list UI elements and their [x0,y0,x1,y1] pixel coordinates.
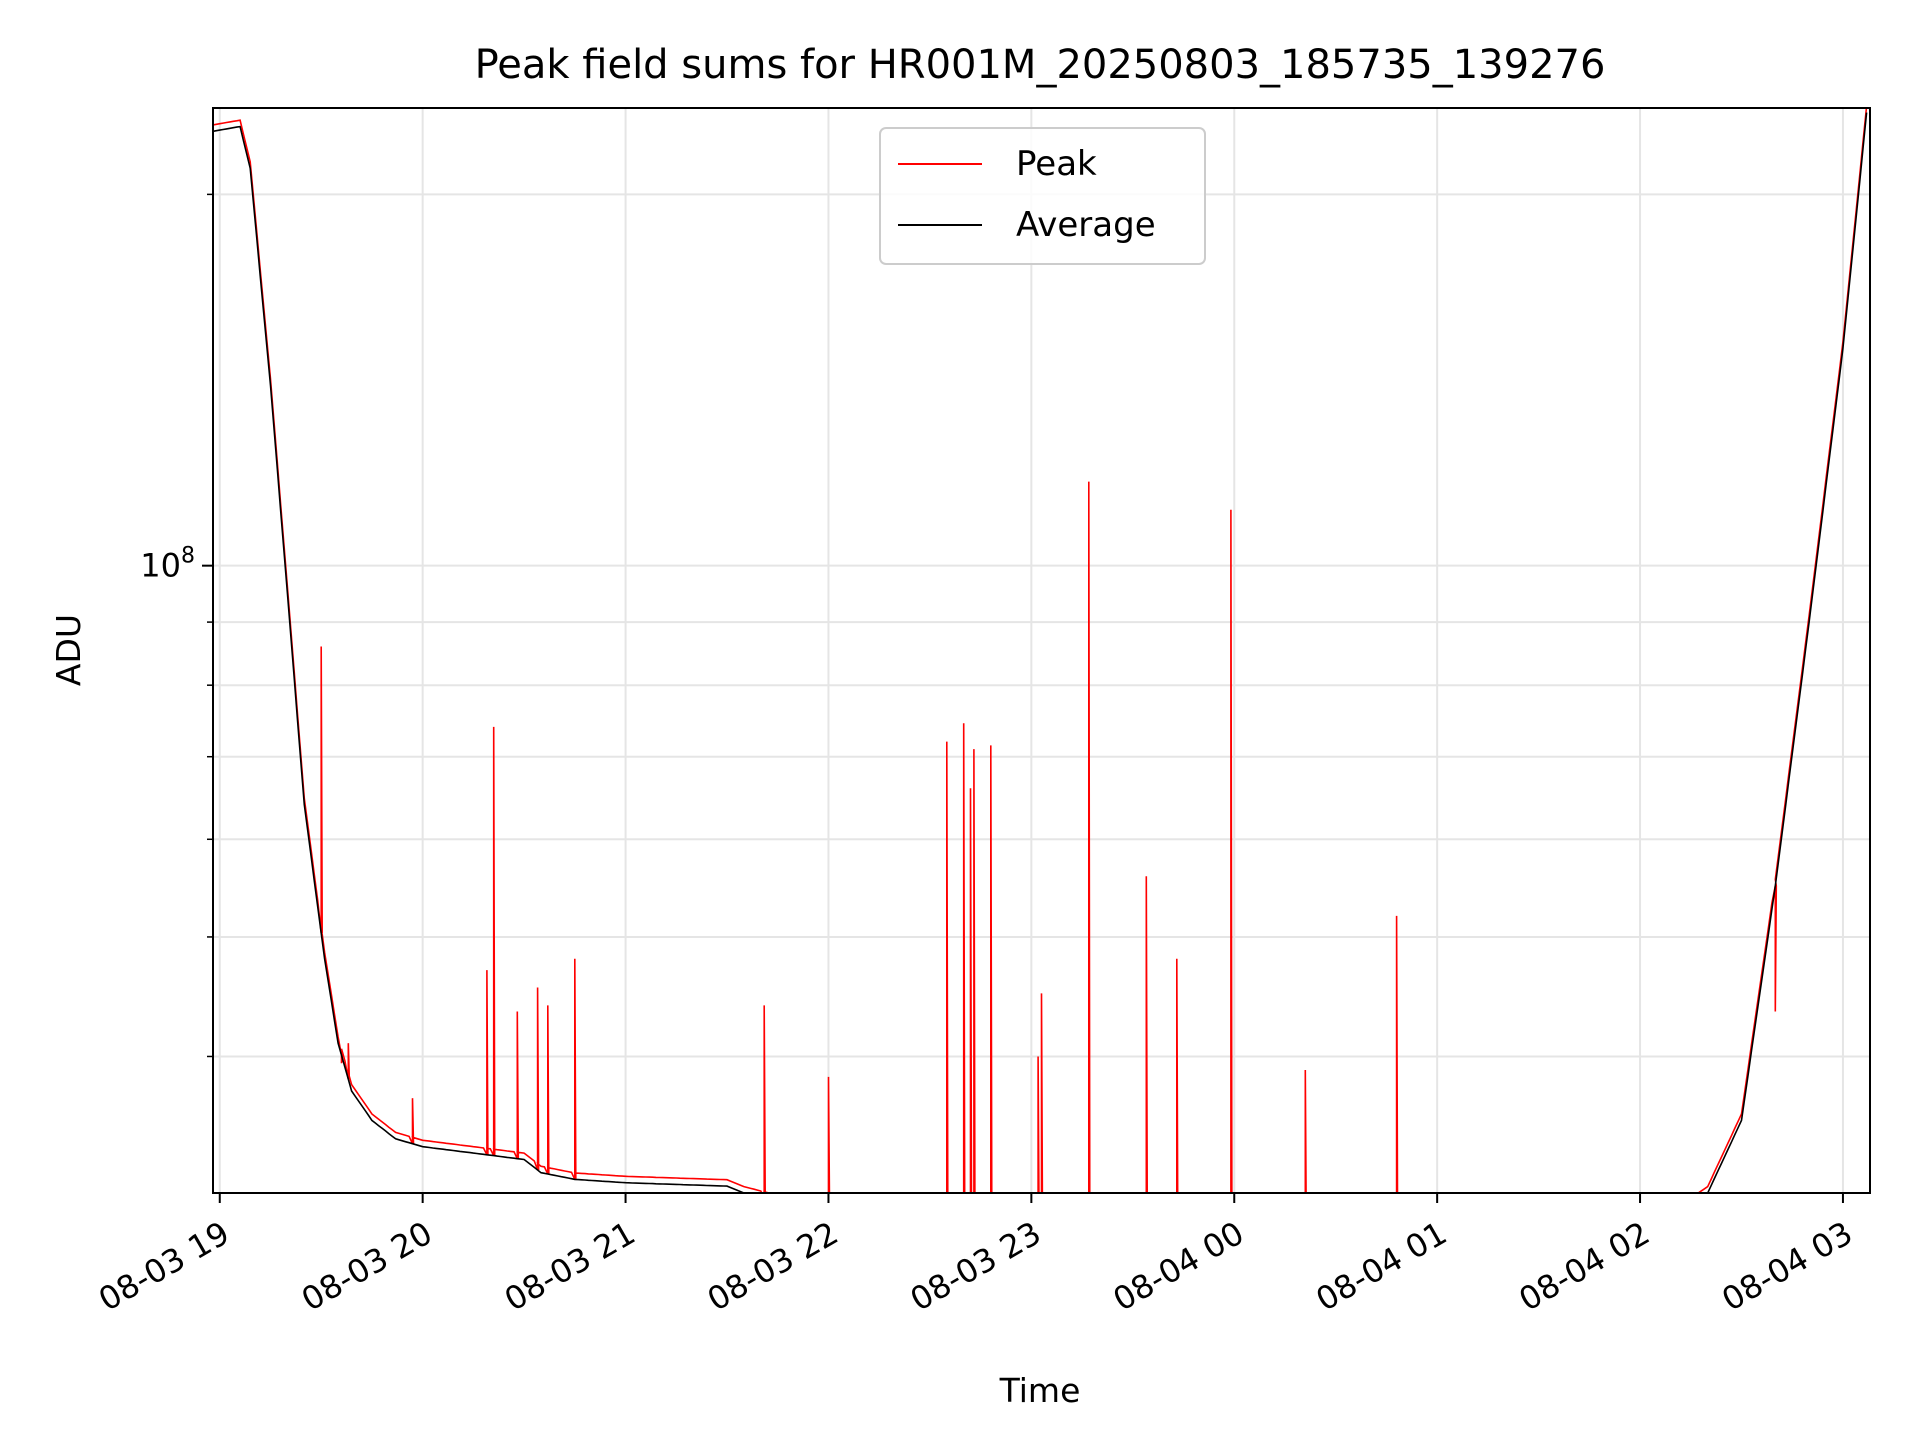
chart-title: Peak field sums for HR001M_20250803_1857… [475,42,1606,88]
plot-series [213,108,1868,1193]
legend-label: Peak [1016,144,1097,184]
legend-label: Average [1016,205,1156,245]
series-line-average [213,112,1868,1193]
legend: Peak Average [879,127,1206,265]
y-axis-label: ADU [49,614,88,686]
plot-frame [212,107,1871,1194]
series-line-peak [213,108,1868,1193]
x-axis-label: Time [999,1371,1081,1410]
legend-box [879,127,1206,265]
y-tick-label: 108 [140,544,195,585]
